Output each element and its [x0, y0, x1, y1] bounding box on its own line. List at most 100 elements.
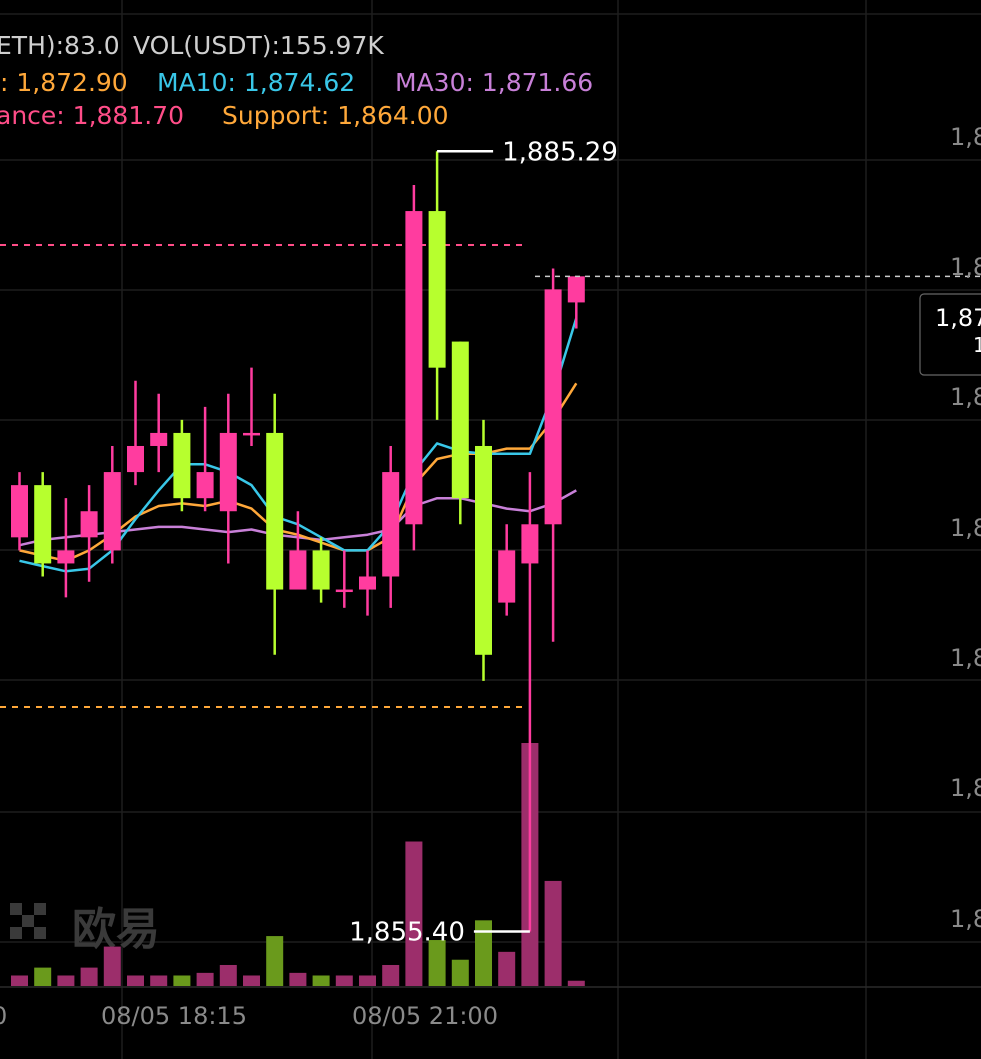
candle-body [544, 289, 562, 525]
candlestick [521, 472, 539, 932]
volume-bar [57, 975, 75, 986]
candlestick [289, 511, 307, 590]
volume-bar [312, 975, 330, 986]
candle-body [150, 432, 168, 446]
candle-body [359, 576, 376, 590]
candlesticks [11, 151, 585, 932]
candle-body [34, 485, 52, 564]
candle-body [405, 211, 423, 525]
price-tick-label: 1,8 [950, 514, 981, 542]
current-price-tag[interactable]: 1,87 1 [919, 293, 981, 376]
volume-bar [196, 972, 214, 986]
candle-body [312, 550, 330, 590]
candle-body [219, 432, 237, 512]
candlestick [451, 341, 469, 525]
candlestick [34, 472, 52, 577]
candle-body [382, 472, 400, 577]
candlestick [173, 419, 191, 512]
volume-bar [173, 975, 191, 986]
watermark: 欧易 [10, 903, 160, 955]
ma10-readout: MA10: 1,874.62 [157, 68, 355, 97]
high-annotation-label: 1,885.29 [502, 137, 618, 167]
volume-bar [150, 975, 168, 986]
volume-usdt-readout: VOL(USDT):155.97K [133, 31, 384, 60]
candle-body [335, 589, 353, 593]
volume-bar [405, 841, 423, 986]
price-tick-label: 1,8 [950, 905, 981, 933]
time-axis: 0 08/05 18:15 08/05 21:00 [0, 1002, 498, 1030]
candlestick [335, 550, 353, 608]
current-price-text: 1,87 [935, 304, 981, 332]
candle-body [428, 211, 446, 368]
candle-body [127, 445, 144, 473]
current-price-subtext: 1 [973, 333, 981, 357]
candlestick [544, 268, 562, 642]
candlestick [80, 485, 98, 582]
price-tick-label: 1,8 [950, 644, 981, 672]
candle-body [266, 432, 284, 590]
volume-bar [382, 964, 400, 986]
volume-bar [127, 975, 144, 986]
support-readout: Support: 1,864.00 [222, 101, 449, 130]
volume-bar [544, 880, 562, 986]
ma30-readout: MA30: 1,871.66 [395, 68, 593, 97]
time-tick-label: 08/05 21:00 [352, 1002, 498, 1030]
candlestick [567, 276, 585, 329]
price-tick-label: 1,8 [950, 774, 981, 802]
time-tick-label: 0 [0, 1002, 7, 1030]
volume-bar [335, 975, 353, 986]
watermark-text: 欧易 [72, 904, 160, 955]
candlestick [57, 498, 75, 598]
price-axis: 1,8 1,8 1,8 1,8 1,8 1,8 1,8 [950, 123, 981, 933]
volume-bar [359, 975, 376, 986]
volume-bar [243, 975, 260, 986]
candlestick [405, 184, 423, 551]
candle-body [57, 550, 75, 564]
candle-body [451, 341, 469, 499]
volume-bar [498, 951, 516, 986]
volume-bar [80, 967, 98, 986]
volume-bar [11, 975, 28, 986]
okx-logo-icon [10, 903, 46, 939]
volume-bar [567, 980, 585, 986]
candle-body [80, 511, 98, 538]
volume-bar [428, 940, 446, 986]
volume-bar [103, 946, 121, 986]
low-annotation-label: 1,855.40 [349, 917, 465, 947]
candlestick [219, 393, 237, 564]
candle-body [173, 432, 191, 499]
ma5-readout: : 1,872.90 [0, 68, 128, 97]
price-tick-label: 1,8 [950, 253, 981, 281]
candle-body [196, 472, 214, 499]
volume-bar [219, 964, 237, 986]
candlestick [11, 472, 28, 551]
price-annotations: 1,885.29 1,855.40 [349, 137, 618, 947]
candle-body [243, 432, 260, 436]
candle-body [567, 276, 585, 303]
candlestick [498, 524, 516, 616]
candlestick [359, 550, 376, 616]
candlestick [103, 445, 121, 564]
volume-bar [266, 936, 284, 986]
candlestick [150, 393, 168, 473]
indicator-header: ETH):83.0 VOL(USDT):155.97K : 1,872.90 M… [0, 31, 593, 130]
price-tick-label: 1,8 [950, 383, 981, 411]
volume-bar [289, 972, 307, 986]
candlestick [266, 393, 284, 655]
candle-body [103, 472, 121, 551]
candle-body [289, 550, 307, 590]
candlestick [127, 380, 144, 486]
volume-bar [451, 959, 469, 986]
time-tick-label: 08/05 18:15 [101, 1002, 247, 1030]
resistance-readout: ance: 1,881.70 [0, 101, 184, 130]
candlestick [382, 445, 400, 608]
candlestick [475, 419, 492, 681]
candlestick [196, 406, 214, 512]
candle-body [498, 550, 516, 603]
candlestick [312, 537, 330, 603]
candlestick [243, 367, 260, 446]
candle-body [11, 485, 28, 538]
candle-body [475, 445, 492, 655]
